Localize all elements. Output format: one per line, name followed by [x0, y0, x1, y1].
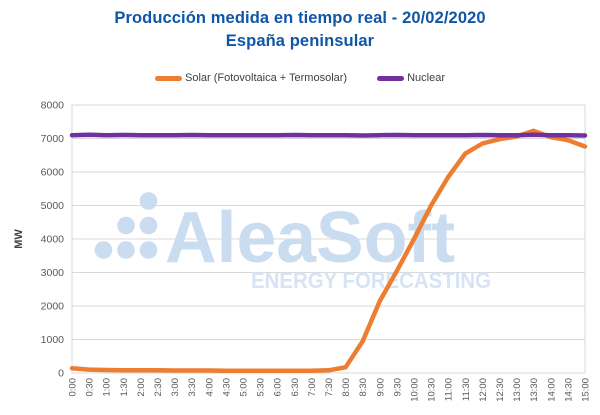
- gridlines: [71, 104, 586, 374]
- x-tick-label: 15:00: [581, 378, 592, 402]
- watermark-tagline-text: ENERGY FORECASTING: [251, 268, 491, 293]
- chart-legend: Solar (Fotovoltaica + Termosolar) Nuclea…: [0, 72, 600, 84]
- aleasoft-dots-logo: [139, 241, 158, 259]
- x-tick-label: 4:00: [204, 378, 215, 397]
- y-tick-label: 5000: [41, 200, 65, 212]
- x-tick-label: 2:30: [153, 378, 164, 397]
- x-tick-label: 14:00: [546, 378, 557, 402]
- legend-item-nuclear: Nuclear: [377, 72, 445, 84]
- x-tick-label: 6:00: [273, 378, 284, 397]
- x-tick-label: 2:00: [136, 378, 147, 397]
- x-tick-label: 12:00: [478, 378, 489, 402]
- x-tick-label: 8:30: [358, 378, 369, 397]
- x-tick-label: 8:00: [341, 378, 352, 397]
- legend-label-solar: Solar (Fotovoltaica + Termosolar): [184, 72, 348, 84]
- x-tick-label: 10:00: [410, 378, 421, 402]
- nuclear-series-line: [69, 132, 588, 138]
- x-tick-label: 3:30: [187, 378, 198, 397]
- y-tick-label: 2000: [41, 301, 65, 313]
- aleasoft-dots-logo: [139, 192, 158, 210]
- x-tick-label: 9:00: [375, 378, 386, 397]
- x-tick-label: 13:00: [512, 378, 523, 402]
- aleasoft-dots-logo: [117, 241, 135, 259]
- x-tick-label: 9:30: [392, 378, 403, 397]
- y-tick-label: 6000: [41, 167, 65, 179]
- x-tick-label: 6:30: [290, 378, 301, 397]
- x-tick-label: 1:30: [119, 378, 130, 397]
- legend-item-solar: Solar (Fotovoltaica + Termosolar): [154, 72, 348, 84]
- x-tick-label: 0:00: [68, 378, 79, 397]
- x-tick-label: 7:00: [307, 378, 318, 397]
- x-tick-label: 11:30: [461, 378, 472, 401]
- nuclear-line-swatch: [377, 75, 405, 81]
- x-tick-label: 13:30: [529, 378, 540, 402]
- x-tick-label: 1:00: [102, 378, 113, 397]
- x-tick-label: 4:30: [221, 378, 232, 397]
- chart-title-line2: España peninsular: [225, 32, 375, 51]
- chart-title-line1: Producción medida en tiempo real - 20/02…: [114, 9, 486, 27]
- x-tick-label: 5:30: [256, 378, 267, 397]
- plot-area-border: [71, 104, 586, 374]
- y-tick-label: 3000: [41, 267, 65, 279]
- y-axis-labels: 0 1000 2000 3000 4000 5000 6000 7000 8000: [41, 100, 65, 380]
- y-tick-label: 1000: [41, 334, 65, 346]
- x-tick-label: 12:30: [495, 378, 506, 402]
- x-tick-label: 7:30: [324, 378, 335, 397]
- solar-line-swatch: [154, 75, 182, 81]
- y-axis-title: MW: [13, 229, 25, 249]
- y-tick-label: 8000: [41, 100, 65, 112]
- x-tick-label: 5:00: [239, 378, 250, 397]
- y-tick-label: 4000: [41, 234, 65, 246]
- aleasoft-dots-logo: [94, 241, 113, 259]
- x-tick-label: 0:30: [85, 378, 96, 397]
- aleasoft-dots-logo: [117, 216, 135, 235]
- watermark-brand-text: AleaSoft: [165, 198, 455, 278]
- aleasoft-dots-logo: [139, 216, 158, 235]
- x-tick-label: 3:00: [170, 378, 181, 397]
- y-tick-label: 0: [58, 368, 64, 380]
- x-tick-label: 10:30: [427, 378, 438, 402]
- legend-label-nuclear: Nuclear: [407, 72, 446, 84]
- x-tick-label: 14:30: [563, 378, 574, 402]
- x-axis-labels: 0:00 0:30 1:00 1:30 2:00 2:30 3:00 3:30 4:00 4:30…: [68, 378, 592, 402]
- x-tick-label: 11:00: [444, 378, 455, 401]
- y-tick-label: 7000: [41, 133, 65, 145]
- solar-series-line: [69, 128, 588, 373]
- chart-title: Producción medida en tiempo real - 20/02…: [0, 7, 600, 54]
